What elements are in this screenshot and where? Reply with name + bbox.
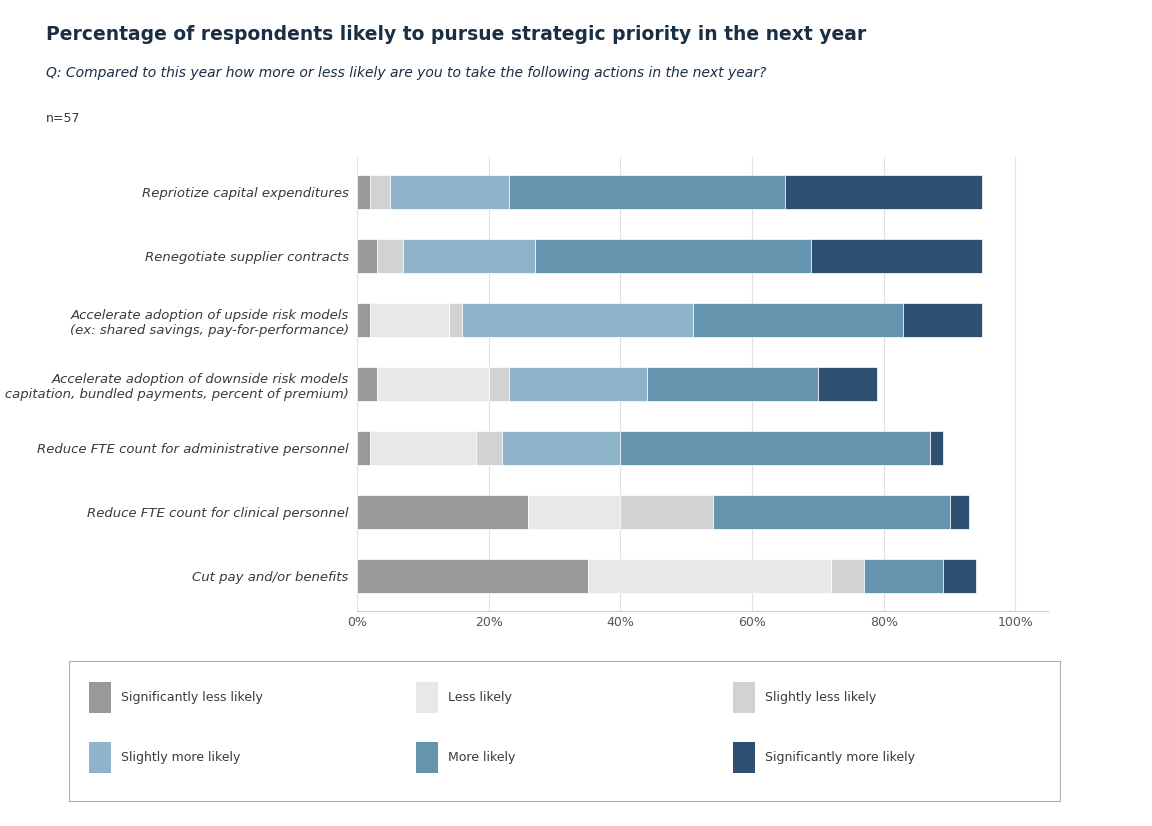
Bar (357, 240, 377, 273)
Bar (903, 303, 983, 337)
Text: Significantly more likely: Significantly more likely (765, 751, 915, 764)
Bar (476, 431, 502, 465)
Bar (357, 368, 377, 401)
Bar (811, 240, 983, 273)
Bar (646, 368, 818, 401)
Bar (818, 368, 877, 401)
Bar (416, 743, 438, 773)
Bar (488, 368, 508, 401)
Bar (864, 559, 943, 593)
Bar (785, 175, 983, 209)
Bar (357, 559, 588, 593)
Bar (949, 496, 969, 529)
Text: Q: Compared to this year how more or less likely are you to take the following a: Q: Compared to this year how more or les… (46, 66, 766, 80)
Bar (370, 431, 476, 465)
Text: n=57: n=57 (46, 112, 81, 125)
Text: Significantly less likely: Significantly less likely (121, 691, 263, 704)
Bar (508, 175, 785, 209)
Text: Percentage of respondents likely to pursue strategic priority in the next year: Percentage of respondents likely to purs… (46, 25, 866, 44)
Bar (502, 431, 621, 465)
Bar (508, 368, 646, 401)
Bar (89, 743, 111, 773)
Bar (357, 303, 370, 337)
Bar (535, 240, 811, 273)
Bar (621, 431, 930, 465)
Bar (831, 559, 864, 593)
Bar (370, 303, 449, 337)
Bar (733, 682, 755, 713)
Bar (462, 303, 692, 337)
Bar (377, 240, 403, 273)
Bar (403, 240, 535, 273)
Bar (377, 368, 488, 401)
Text: Slightly less likely: Slightly less likely (765, 691, 876, 704)
Bar (943, 559, 976, 593)
Bar (930, 431, 943, 465)
Bar (733, 743, 755, 773)
Bar (357, 175, 370, 209)
Bar (692, 303, 903, 337)
Bar (357, 496, 529, 529)
Bar (588, 559, 831, 593)
Text: More likely: More likely (448, 751, 515, 764)
Text: Slightly more likely: Slightly more likely (121, 751, 240, 764)
Bar (391, 175, 508, 209)
Bar (529, 496, 621, 529)
Bar (449, 303, 462, 337)
Text: Less likely: Less likely (448, 691, 511, 704)
Bar (416, 682, 438, 713)
Bar (621, 496, 713, 529)
Bar (370, 175, 391, 209)
Bar (713, 496, 949, 529)
Bar (357, 431, 370, 465)
Bar (89, 682, 111, 713)
